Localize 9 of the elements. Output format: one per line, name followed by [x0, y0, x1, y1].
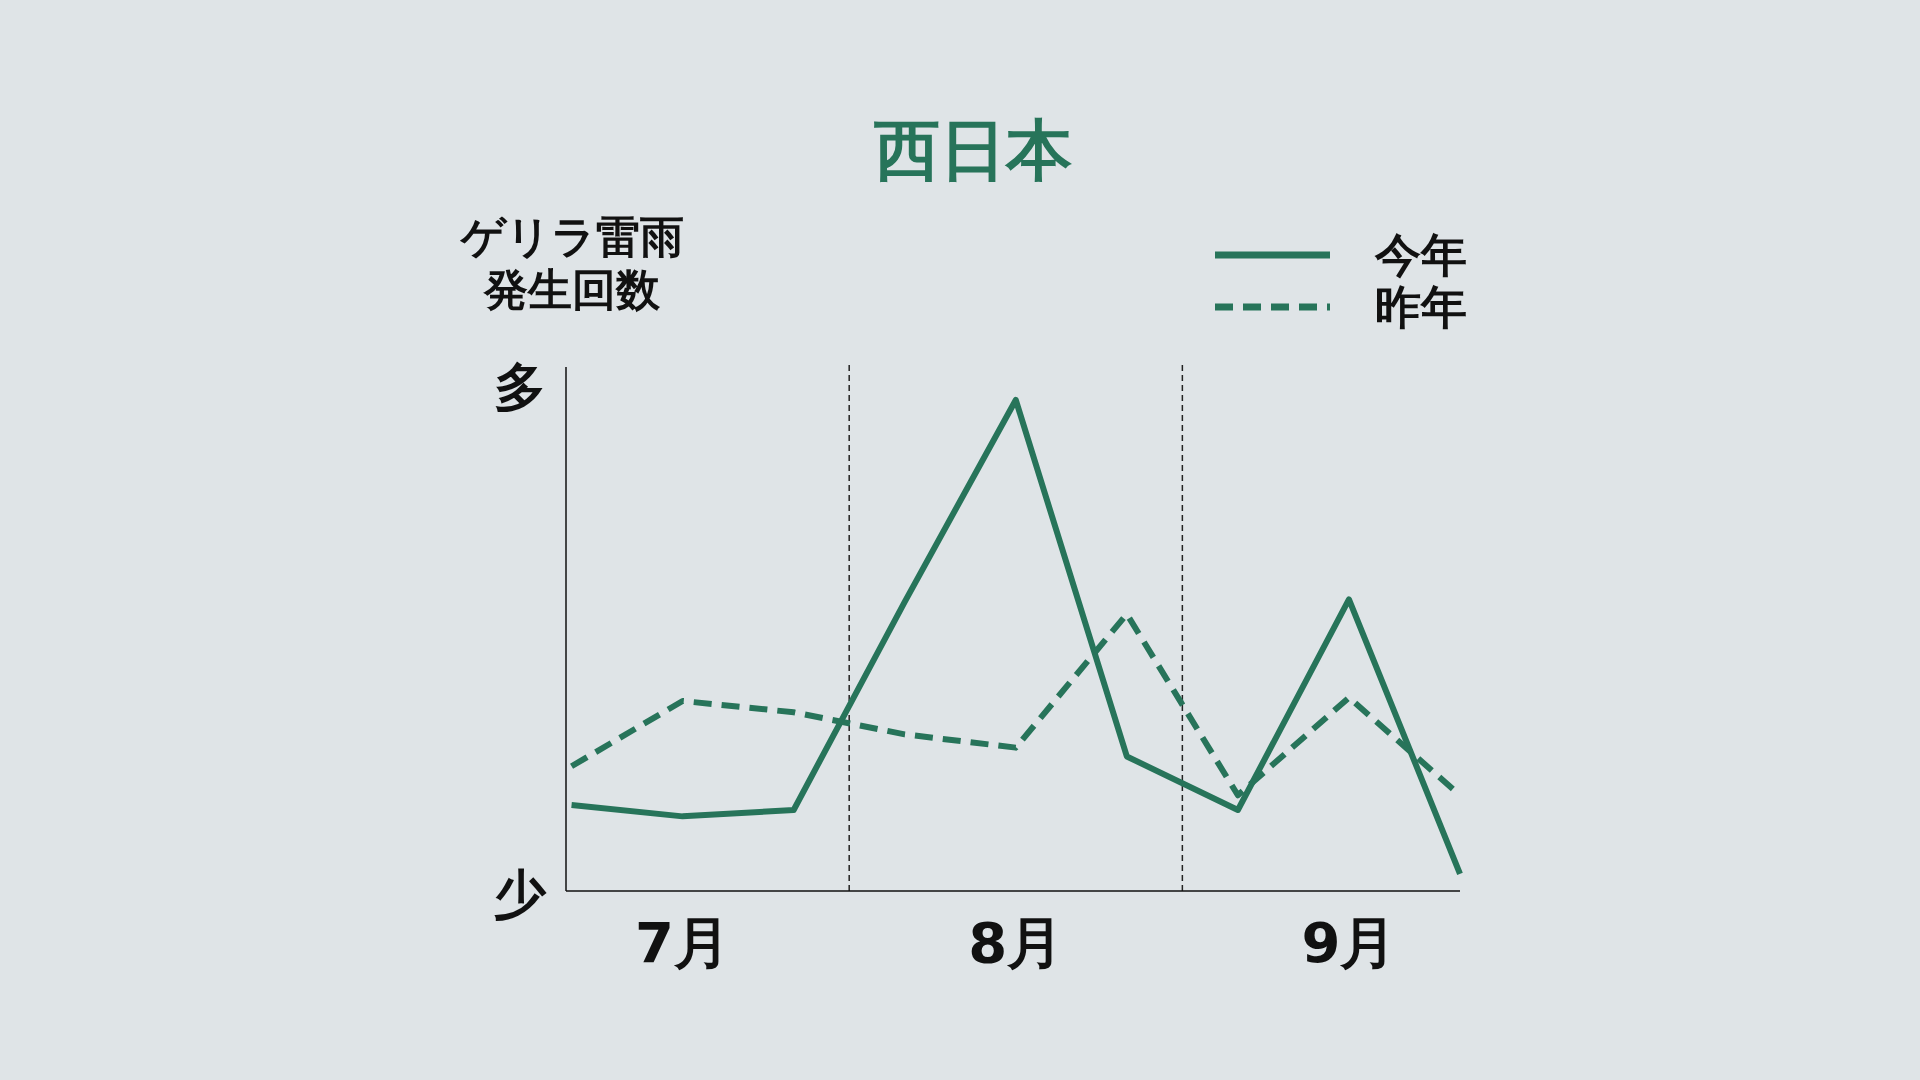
x-tick-label: 7月	[635, 910, 731, 975]
text: 少	[494, 864, 547, 924]
x-tick-label: 8月	[968, 910, 1064, 975]
legend-label: 今年	[1374, 228, 1467, 282]
x-tick-label: 9月	[1301, 910, 1397, 975]
y-axis-title: ゲリラ雷雨発生回数	[458, 211, 684, 315]
chart-title: 西日本	[873, 112, 1072, 189]
text: 多	[494, 357, 546, 417]
legend-label: 昨年	[1375, 280, 1467, 334]
